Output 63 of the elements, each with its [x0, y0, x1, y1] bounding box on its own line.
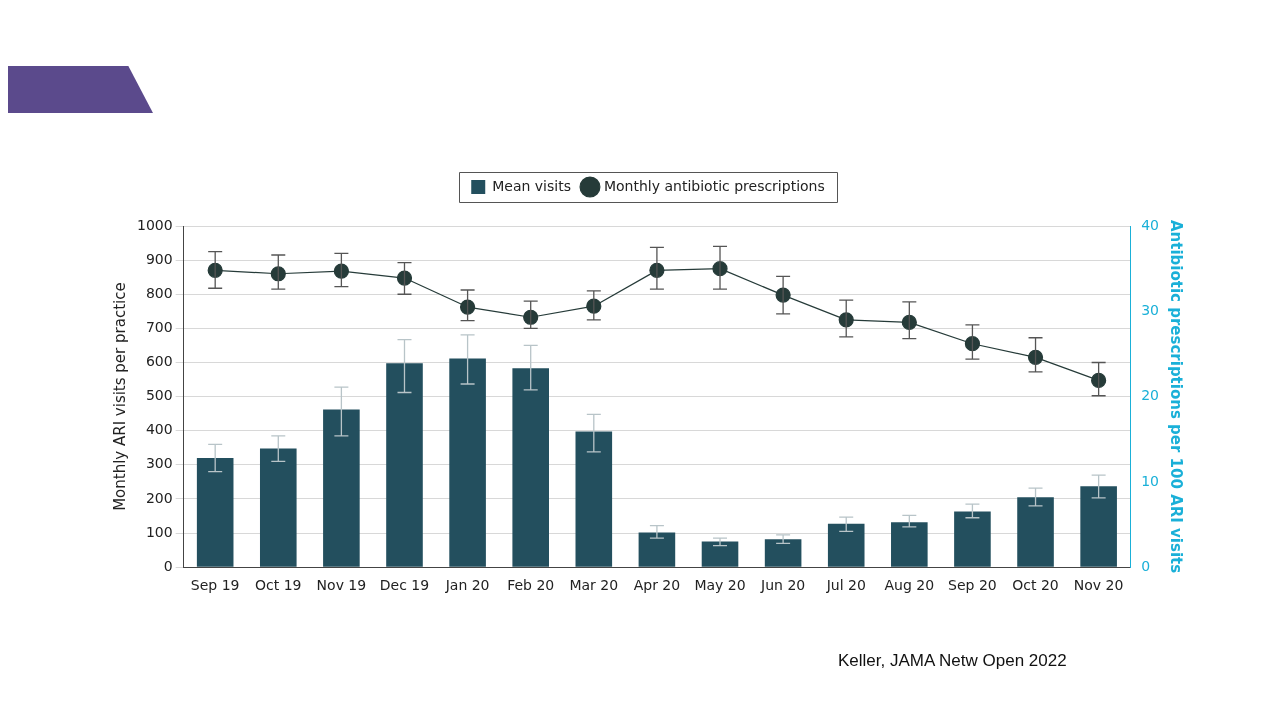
- point: [586, 298, 602, 314]
- bar: [701, 541, 739, 567]
- bar: [891, 522, 928, 567]
- point: [964, 336, 981, 352]
- point: [207, 262, 223, 278]
- y-tick-label: 1000: [136, 216, 173, 233]
- bar: [954, 511, 991, 567]
- x-tick-label: Dec 19: [379, 577, 430, 594]
- x-tick-label: Oct 20: [1012, 577, 1059, 594]
- point: [838, 312, 854, 328]
- y-tick-label: 300: [145, 455, 173, 472]
- point: [460, 299, 476, 315]
- bar: [196, 458, 234, 567]
- point: [333, 263, 349, 279]
- bar: [764, 539, 802, 567]
- y-tick-label: 200: [145, 489, 173, 506]
- y-tick-label: 0: [163, 557, 173, 574]
- x-tick-label: Jun 20: [760, 577, 806, 594]
- point: [901, 314, 917, 330]
- x-tick-label: May 20: [694, 577, 746, 594]
- bar: [449, 358, 486, 567]
- point: [1027, 349, 1044, 365]
- y-tick-label: 700: [145, 319, 173, 335]
- y-axis-title: Monthly ARI visits per practice: [110, 282, 129, 511]
- y-tick-label: 500: [145, 387, 173, 404]
- legend-label: Mean visits: [492, 177, 571, 194]
- point: [396, 270, 413, 286]
- bar: [386, 363, 423, 567]
- y2-tick-label: 0: [1141, 557, 1151, 574]
- x-tick-label: Apr 20: [633, 577, 681, 594]
- bar: [1080, 486, 1117, 567]
- y2-tick-label: 20: [1141, 387, 1160, 404]
- y2-tick-label: 10: [1141, 472, 1160, 489]
- legend-label: Monthly antibiotic prescriptions: [603, 177, 825, 194]
- x-tick-label: Aug 20: [884, 577, 935, 594]
- x-tick-label: Jul 20: [825, 577, 866, 594]
- text: Keller, JAMA Netw Open 2022: [838, 651, 1067, 671]
- y-tick-label: 100: [145, 523, 173, 540]
- x-tick-label: Nov 19: [316, 577, 367, 594]
- x-tick-label: Mar 20: [569, 577, 619, 594]
- point: [270, 266, 286, 282]
- y-tick-label: 900: [145, 250, 173, 267]
- y2-tick-label: 40: [1141, 216, 1160, 233]
- point: [1091, 372, 1107, 388]
- y2-tick-label: 30: [1141, 301, 1160, 318]
- bar: [259, 448, 297, 567]
- x-tick-label: Sep 19: [190, 577, 240, 594]
- y-tick-label: 400: [145, 421, 173, 438]
- y-tick-label: 800: [145, 284, 173, 301]
- bar: [1017, 497, 1054, 567]
- bar: [512, 368, 549, 567]
- y-tick-label: 600: [145, 353, 173, 370]
- x-tick-label: Nov 20: [1073, 577, 1124, 594]
- point: [523, 309, 539, 325]
- bar: [827, 523, 865, 567]
- bar: [638, 532, 676, 567]
- x-tick-label: Sep 20: [948, 577, 997, 594]
- x-tick-label: Feb 20: [507, 577, 555, 594]
- bar: [575, 431, 613, 567]
- bar: [323, 409, 360, 567]
- y2-axis-title: Antibiotic prescriptions per 100 ARI visits: [1167, 220, 1186, 574]
- x-tick-label: Oct 19: [255, 577, 302, 594]
- x-tick-label: Jan 20: [444, 577, 490, 594]
